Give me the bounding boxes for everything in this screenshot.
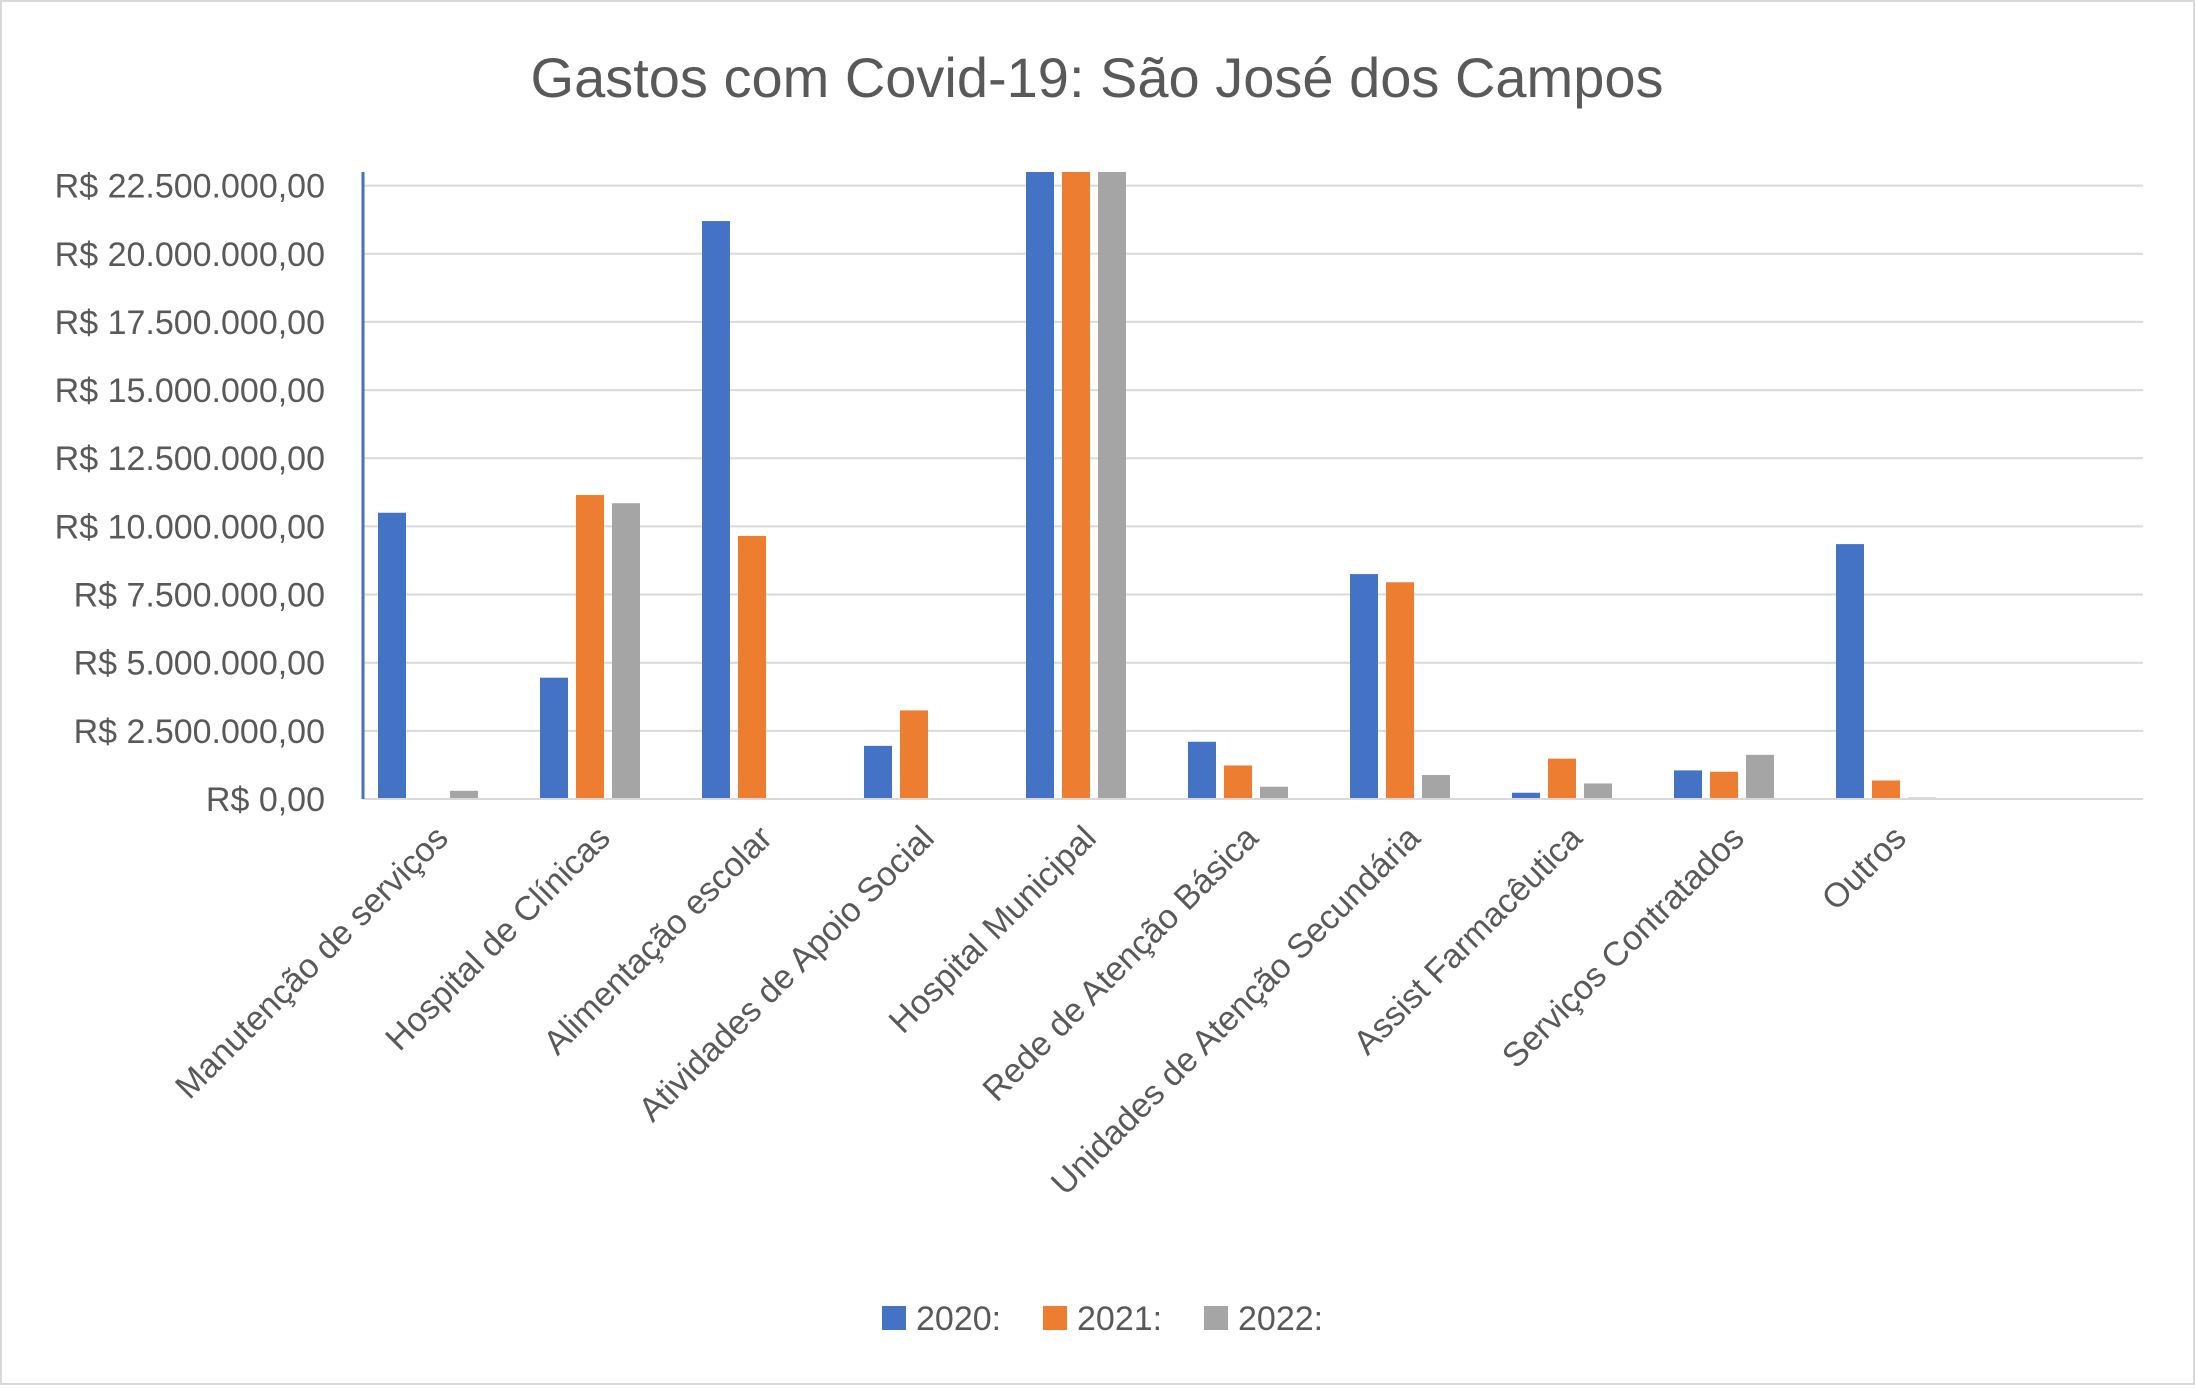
category-label: Manutenção de serviços [168,819,455,1106]
bar-2020-4 [1026,172,1054,799]
y-tick-label: R$ 15.000.000,00 [55,372,325,410]
x-axis [361,172,2143,800]
bar-2020-6 [1350,574,1378,799]
legend-swatch [882,1306,906,1330]
bar-2020-3 [864,745,892,799]
bar-2021-1 [576,495,604,799]
y-tick-label: R$ 20.000.000,00 [55,236,325,274]
bar-2020-0 [378,512,406,799]
y-tick-label: R$ 0,00 [206,781,325,819]
y-tick-label: R$ 22.500.000,00 [55,168,325,206]
bar-2020-9 [1836,544,1864,799]
legend-label: 2020: [916,1300,1001,1338]
bar-2022-7 [1584,783,1612,799]
y-tick-label: R$ 12.500.000,00 [55,440,325,478]
chart-title: Gastos com Covid-19: São José dos Campos [531,46,1664,109]
bar-2021-5 [1224,765,1252,799]
gridlines [363,184,2143,732]
bar-2021-8 [1710,771,1738,799]
legend-label: 2022: [1238,1300,1323,1338]
bar-2020-7 [1512,792,1540,799]
legend-label: 2021: [1077,1300,1162,1338]
bar-2022-6 [1422,775,1450,799]
legend-swatch [1204,1306,1228,1330]
y-axis-tick-labels: R$ 0,00 R$ 2.500.000,00 R$ 5.000.000,00 R$ … [55,168,325,819]
bars [378,172,1936,799]
bar-2021-3 [900,710,928,799]
y-tick-label: R$ 2.500.000,00 [74,713,325,751]
bar-2021-9 [1872,780,1900,799]
category-label: Outros [1815,819,1914,918]
y-tick-label: R$ 7.500.000,00 [74,577,325,615]
bar-2020-2 [702,221,730,799]
bar-2021-7 [1548,758,1576,799]
bar-2022-1 [612,503,640,799]
bar-2020-8 [1674,770,1702,799]
legend: 2020: 2021: 2022: [882,1300,1323,1338]
legend-swatch [1043,1306,1067,1330]
bar-2020-5 [1188,741,1216,799]
bar-2022-4 [1098,172,1126,799]
category-label: Rede de Atenção Básica [975,819,1265,1109]
bar-2021-2 [738,535,766,799]
bar-2022-5 [1260,786,1288,799]
category-label: Atividades de Apoio Social [631,819,941,1129]
y-tick-label: R$ 5.000.000,00 [74,645,325,683]
bar-2021-6 [1386,582,1414,799]
y-tick-label: R$ 10.000.000,00 [55,508,325,546]
bar-2022-8 [1746,754,1774,799]
y-tick-label: R$ 17.500.000,00 [55,304,325,342]
bar-2022-0 [450,790,478,799]
bar-2021-4 [1062,172,1090,799]
bar-2020-1 [540,677,568,799]
